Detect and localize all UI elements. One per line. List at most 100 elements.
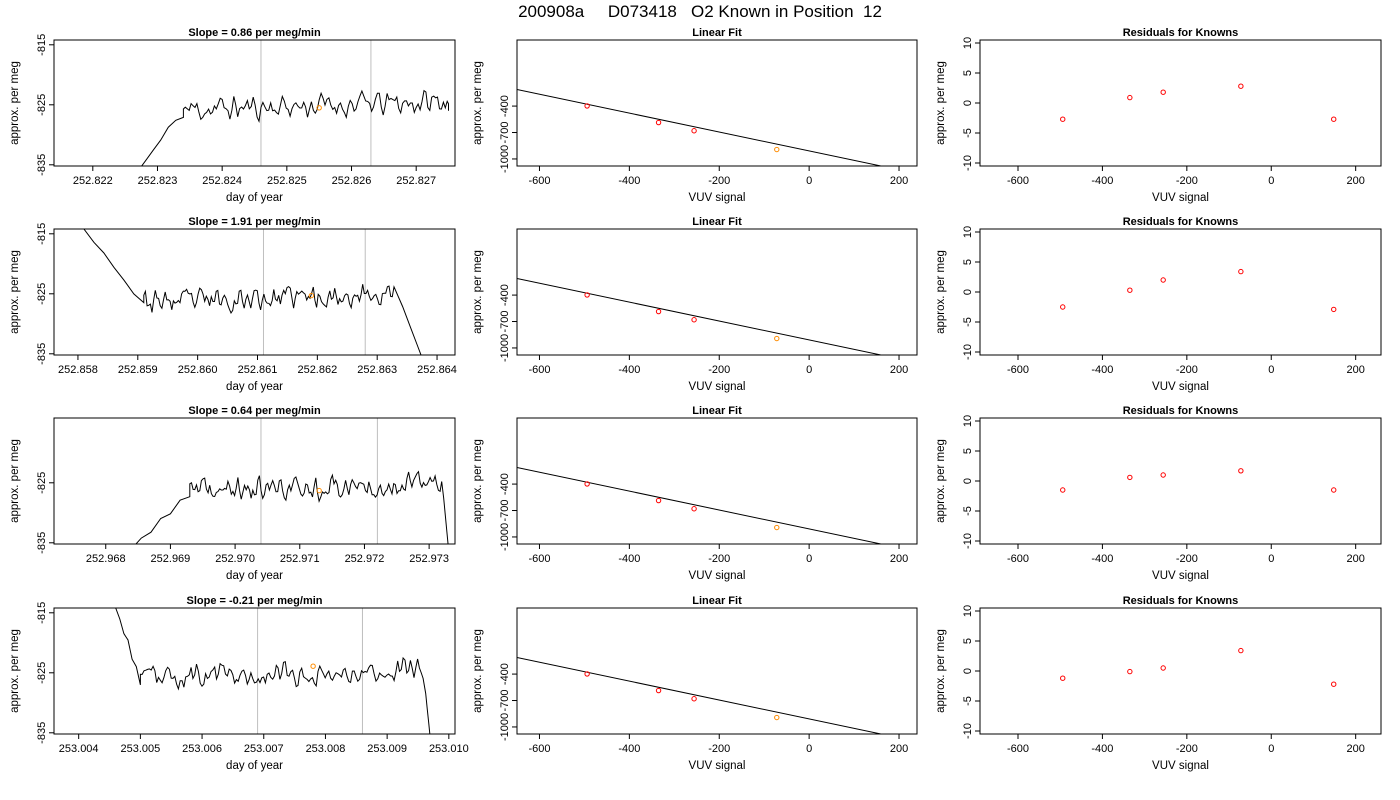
x-tick-label: 253.008 [306,743,346,755]
data-point [1238,83,1244,89]
y-axis-label: approx. per meg [472,250,484,334]
highlight-point [774,335,780,342]
x-tick-label: -400 [618,175,640,187]
data-point [1331,681,1337,687]
y-axis-label: approx. per meg [9,439,21,523]
data-point [1160,89,1166,95]
y-axis-label: approx. per meg [472,629,484,713]
plot-area [517,89,884,166]
plot-area [115,608,431,734]
panel-title: Slope = 0.64 per meg/min [188,405,321,417]
y-tick-label: -1000 [499,145,511,173]
plot-area [1060,468,1337,493]
plot-area [517,467,884,550]
plot-frame [53,607,456,735]
plot-area [1060,647,1337,687]
x-tick-label: -400 [1091,743,1113,755]
x-tick-label: 253.009 [367,743,407,755]
y-tick-label: -700 [499,690,511,712]
x-tick-label: -200 [708,175,730,187]
x-axis-label: VUV signal [689,192,746,204]
panel-trace-2: Slope = 1.91 per meg/min 252.858 252.859 25… [9,216,457,393]
panel-resid-1: Residuals for Knowns -600 -400 -200 0 200 -10 -… [935,27,1382,204]
y-tick-label: -700 [499,122,511,144]
y-axis-label: approx. per meg [935,61,947,145]
fit-line [517,467,884,544]
y-tick-label: 0 [962,100,974,106]
panel-title: Residuals for Knowns [1123,405,1239,417]
plot-frame [979,228,1382,356]
x-tick-label: 0 [1268,175,1274,187]
x-tick-label: -400 [618,553,640,565]
data-point [1060,116,1066,122]
panel-title: Residuals for Knowns [1123,27,1239,39]
data-point [655,308,662,315]
plot-area [1060,83,1337,122]
x-tick-label: 200 [890,364,908,376]
x-tick-label: 0 [806,364,812,376]
data-point [873,357,877,361]
x-tick-label: 0 [1268,743,1274,755]
x-tick-label: 200 [1346,553,1364,565]
x-tick-label: 252.968 [86,553,126,565]
x-axis-label: day of year [226,570,283,582]
y-tick-label: 5 [962,259,974,265]
x-tick-label: 200 [890,553,908,565]
x-tick-label: -200 [1176,743,1198,755]
x-tick-label: -400 [618,364,640,376]
fit-line [517,657,884,734]
y-tick-label: -5 [962,128,974,138]
data-point [1238,647,1244,654]
data-point [655,119,662,126]
x-tick-label: -400 [1091,553,1113,565]
x-axis-label: VUV signal [1152,570,1209,582]
data-point [1160,277,1166,283]
y-tick-label: 10 [962,226,974,238]
highlight-point [774,524,780,531]
fit-line [517,89,884,166]
panel-title: Linear Fit [692,27,742,39]
y-tick-label: 10 [962,415,974,427]
data-trace-line [141,89,449,166]
panel-title: Linear Fit [692,405,742,417]
x-tick-label: -600 [1007,553,1029,565]
x-tick-label: 253.010 [429,743,469,755]
x-tick-label: -600 [1007,175,1029,187]
x-axis-label: day of year [226,381,283,393]
x-tick-label: 253.007 [244,743,284,755]
x-tick-label: -600 [528,553,550,565]
plot-frame [516,39,918,167]
y-tick-label: -815 [36,34,48,56]
y-tick-label: 5 [962,638,974,644]
x-tick-label: 252.972 [345,553,385,565]
panel-trace-4: Slope = -0.21 per meg/min 253.004 253.005 2… [9,595,469,772]
data-point [1238,268,1244,275]
x-tick-label: -600 [1007,743,1029,755]
data-point [873,546,877,550]
x-tick-label: 252.827 [396,175,436,187]
panel-title: Slope = 0.86 per meg/min [188,27,321,39]
x-tick-label: 252.858 [58,364,98,376]
panel-title: Linear Fit [692,595,742,607]
y-tick-label: -400 [499,473,511,495]
highlight-point [774,146,780,153]
data-point [655,497,662,504]
y-tick-label: 0 [962,289,974,295]
x-tick-label: -200 [1176,364,1198,376]
panel-fit-4: Linear Fit -600 -400 -200 0 200 -1000-700 -400 V… [472,595,918,772]
figure-title: 200908a D073418 O2 Known in Position 12 [518,2,882,21]
plot-area [517,657,884,734]
x-tick-label: 0 [806,743,812,755]
plot-frame [53,39,456,167]
data-point [1127,94,1133,101]
data-point [1060,304,1066,310]
x-tick-label: 252.861 [238,364,278,376]
data-point [655,687,662,694]
data-point [1060,675,1066,681]
highlight-point [310,663,316,669]
data-point [691,696,697,702]
y-tick-label: 10 [962,37,974,49]
y-axis-label: approx. per meg [9,61,21,145]
data-point [1060,487,1066,493]
data-point [1160,665,1166,671]
